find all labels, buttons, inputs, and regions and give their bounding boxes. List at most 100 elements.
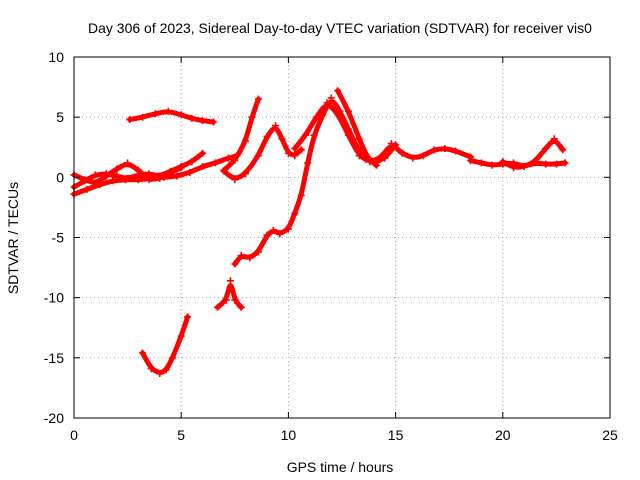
data-point	[246, 254, 254, 262]
data-point	[231, 176, 239, 184]
data-point	[188, 114, 196, 122]
data-point	[430, 146, 438, 154]
data-point	[212, 159, 219, 167]
data-point	[467, 157, 475, 164]
data-point	[242, 170, 249, 178]
data-point	[231, 157, 239, 164]
series-arc-11	[335, 88, 379, 168]
data-point	[156, 370, 164, 377]
data-point	[302, 131, 310, 139]
data-point	[291, 209, 299, 217]
data-point	[441, 145, 449, 152]
data-point	[231, 260, 239, 268]
data-point	[186, 169, 194, 176]
y-tick-label: -5	[52, 230, 65, 246]
data-point	[297, 191, 305, 199]
data-point	[387, 140, 395, 148]
y-tick-label: 5	[56, 109, 64, 125]
y-axis-label: SDTVAR / TECUs	[5, 182, 21, 294]
data-point	[160, 173, 168, 181]
data-point	[237, 252, 245, 259]
data-point	[231, 296, 239, 304]
data-series	[70, 87, 569, 377]
data-point	[344, 107, 352, 115]
data-point	[520, 163, 528, 170]
y-tick-label: 0	[56, 169, 64, 185]
data-point	[272, 122, 279, 130]
data-point	[222, 296, 230, 304]
data-point	[147, 365, 155, 373]
y-tick-label: 10	[48, 49, 64, 65]
data-point	[224, 154, 232, 162]
data-point	[184, 313, 192, 321]
data-point	[452, 147, 460, 155]
series-arc-5	[140, 314, 191, 375]
x-tick-label: 15	[388, 427, 404, 443]
x-tick-label: 10	[281, 427, 297, 443]
ticks: 0 5 10 15 20 25 10 5 0 -5 -10 -15 -20	[44, 49, 618, 443]
data-point	[297, 146, 305, 154]
data-point	[276, 230, 284, 238]
data-point	[334, 87, 342, 95]
series-arc-6	[215, 283, 244, 310]
y-tick-label: -15	[44, 350, 64, 366]
data-point	[199, 163, 207, 170]
data-point	[199, 149, 207, 157]
data-point	[126, 116, 134, 124]
data-point	[263, 231, 271, 239]
data-point	[364, 154, 372, 162]
data-point	[355, 135, 363, 143]
data-point	[124, 159, 132, 167]
data-point	[334, 110, 342, 118]
data-point	[164, 107, 172, 115]
data-point	[323, 99, 331, 107]
data-point	[248, 113, 256, 121]
data-point	[169, 354, 177, 362]
data-point	[237, 303, 245, 311]
y-tick-label: -10	[44, 290, 64, 306]
data-point	[510, 164, 517, 172]
data-point	[199, 117, 207, 125]
data-point	[550, 135, 558, 143]
series-arc-10	[292, 103, 474, 164]
data-point	[134, 166, 142, 174]
data-point	[310, 131, 318, 139]
data-point	[278, 135, 286, 143]
data-point	[139, 349, 147, 357]
y-tick-label: -20	[44, 410, 64, 426]
data-point	[312, 113, 320, 121]
data-point	[177, 164, 185, 172]
data-point	[188, 158, 196, 166]
data-point	[139, 113, 147, 121]
data-point	[173, 172, 181, 180]
data-point	[552, 160, 560, 168]
data-point	[96, 181, 104, 189]
data-point	[327, 94, 335, 102]
x-tick-label: 5	[177, 427, 185, 443]
data-point	[304, 159, 312, 167]
data-point	[355, 152, 363, 160]
data-point	[377, 154, 385, 162]
data-point	[284, 149, 292, 157]
data-point	[420, 152, 427, 160]
data-point	[477, 159, 485, 167]
data-point	[559, 146, 567, 154]
data-point	[409, 154, 417, 162]
data-point	[291, 152, 299, 160]
data-point	[91, 171, 99, 179]
data-point	[291, 145, 299, 152]
data-point	[209, 118, 217, 126]
data-point	[83, 185, 91, 193]
series-arc-7	[232, 99, 399, 267]
chart-title: Day 306 of 2023, Sidereal Day-to-day VTE…	[88, 20, 592, 36]
series-arc-4	[127, 109, 216, 125]
data-point	[152, 110, 159, 118]
data-point	[242, 137, 249, 145]
series-arc-13	[500, 138, 566, 170]
data-point	[147, 175, 155, 182]
data-point	[561, 159, 569, 167]
data-point	[102, 172, 110, 180]
x-tick-label: 25	[602, 427, 618, 443]
data-point	[254, 95, 262, 103]
